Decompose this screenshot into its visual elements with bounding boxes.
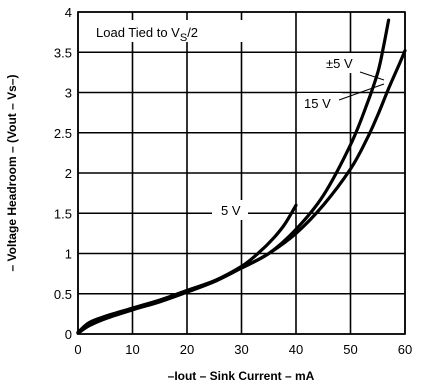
y-tick-label: 1.5: [54, 206, 72, 221]
y-tick-label: 1: [65, 247, 72, 262]
y-tick-label: 2.5: [54, 126, 72, 141]
title-box: [88, 20, 252, 42]
x-tick-label: 40: [289, 342, 303, 357]
y-tick-label: 2: [65, 166, 72, 181]
series-label-15v: 15 V: [304, 96, 331, 111]
legend-box-15v: [298, 93, 342, 113]
x-axis-label: –Iout – Sink Current – mA: [168, 369, 315, 383]
legend-box-5v: [212, 200, 248, 220]
y-tick-label: 0: [65, 327, 72, 342]
y-axis-label: – Voltage Headroom – (Vout – Vs–): [5, 75, 19, 272]
tick-labels: 0 10 20 30 40 50 60 0 0.5 1 1.5 2 2.5 3 3.5 4: [54, 5, 412, 357]
leader-pm5v: [359, 71, 385, 81]
leader-15v: [338, 83, 385, 101]
y-tick-label: 3: [65, 86, 72, 101]
x-tick-label: 0: [74, 342, 81, 357]
y-tick-label: 0.5: [54, 287, 72, 302]
x-tick-label: 10: [125, 342, 139, 357]
series-curve-15v: [76, 49, 407, 335]
x-tick-label: 60: [398, 342, 412, 357]
plot-frame: [77, 11, 406, 335]
y-tick-label: 3.5: [54, 45, 72, 60]
chart-title-subscript: S: [180, 32, 187, 44]
chart-title-main: Load Tied to V: [96, 25, 180, 40]
legend-box-pm5v: [320, 53, 364, 73]
y-tick-label: 4: [65, 5, 72, 20]
chart-title: Load Tied to VS/2: [96, 25, 198, 44]
series-label-5v: 5 V: [221, 203, 241, 218]
series-label-pm5v: ±5 V: [326, 56, 353, 71]
chart-title-tail: /2: [187, 25, 198, 40]
x-tick-label: 50: [343, 342, 357, 357]
x-tick-label: 30: [234, 342, 248, 357]
x-tick-label: 20: [180, 342, 194, 357]
